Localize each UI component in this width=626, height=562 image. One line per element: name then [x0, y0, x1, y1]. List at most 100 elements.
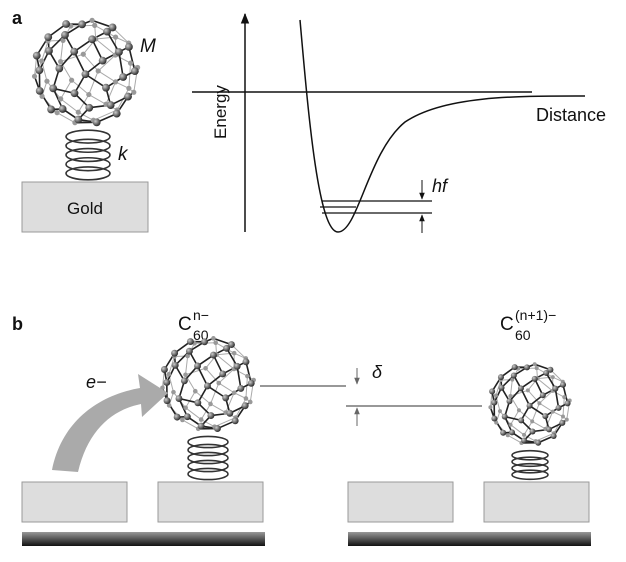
atom: [204, 383, 211, 390]
atom: [216, 381, 221, 386]
atom: [211, 336, 216, 341]
atom: [561, 415, 565, 419]
atom: [131, 67, 139, 75]
atom: [183, 372, 188, 377]
atom: [489, 388, 495, 394]
atom: [491, 416, 497, 422]
atom: [526, 388, 530, 392]
buckyball: [160, 336, 256, 432]
atom: [518, 385, 524, 391]
atom: [90, 18, 95, 23]
bond: [528, 390, 539, 403]
bond: [182, 420, 198, 429]
atom: [214, 425, 221, 432]
formula-superscript: (n+1)−: [515, 307, 556, 323]
bond: [186, 391, 196, 408]
atom: [248, 380, 255, 387]
electrode: [158, 482, 263, 522]
atom: [535, 440, 541, 446]
atom: [199, 417, 204, 422]
figure: a M k Gold Energy Distance hf b Cn−60 C(…: [0, 0, 626, 557]
electron-arrow: [52, 374, 168, 472]
atom: [92, 23, 97, 28]
atom: [222, 394, 229, 401]
bond: [83, 54, 98, 71]
substrate-bar: [348, 532, 591, 546]
atom: [506, 398, 512, 404]
electrode: [22, 482, 127, 522]
atom: [44, 79, 49, 84]
atom: [562, 395, 566, 399]
atom: [71, 89, 79, 97]
bond: [211, 404, 226, 413]
bond: [57, 113, 75, 123]
atom: [102, 84, 110, 92]
atom: [86, 92, 91, 97]
atom: [78, 20, 86, 28]
atom: [551, 410, 555, 414]
atom: [55, 65, 63, 73]
atom: [498, 409, 502, 413]
substrate-label: Gold: [67, 199, 103, 218]
atom: [243, 358, 250, 365]
bond: [563, 397, 564, 416]
atom: [187, 338, 194, 345]
atom: [509, 429, 515, 435]
atom: [502, 414, 508, 420]
coil: [66, 167, 110, 180]
atom: [556, 405, 562, 411]
atom: [125, 43, 133, 51]
bond: [129, 63, 131, 88]
atom: [107, 101, 115, 109]
bond: [510, 380, 512, 396]
bond: [186, 356, 188, 375]
atom: [47, 106, 55, 114]
atom: [131, 90, 136, 95]
atom: [181, 377, 188, 384]
atom: [226, 410, 233, 417]
atom: [198, 423, 205, 430]
atom: [62, 20, 70, 28]
bond: [539, 403, 552, 411]
buckyball: [488, 362, 571, 445]
atom: [537, 401, 541, 405]
molecule-formula: C(n+1)− 60: [500, 307, 556, 343]
atom: [540, 392, 546, 398]
atom: [232, 417, 239, 424]
atom: [33, 52, 41, 60]
atom: [219, 370, 226, 377]
atom: [171, 350, 178, 357]
atom: [124, 93, 132, 101]
atom: [533, 362, 537, 366]
atom: [113, 110, 121, 118]
atom: [242, 402, 249, 409]
atom: [45, 47, 53, 55]
formula-symbol: C: [500, 314, 514, 335]
atom: [565, 400, 571, 406]
substrate-bar: [22, 532, 265, 546]
atom: [113, 35, 118, 40]
bond: [89, 71, 98, 95]
spring: [512, 451, 548, 480]
atom: [488, 405, 492, 409]
atom: [32, 74, 37, 79]
atom: [499, 385, 505, 391]
atom: [184, 413, 191, 420]
atom: [521, 438, 527, 444]
atom: [44, 33, 52, 41]
atom: [506, 433, 510, 437]
atom: [551, 433, 557, 439]
atom: [522, 433, 526, 437]
atom: [103, 28, 111, 36]
atom: [560, 382, 566, 388]
atom: [524, 364, 530, 370]
atom: [163, 379, 170, 386]
atom: [49, 85, 57, 93]
bond: [61, 80, 72, 99]
buckyball: [32, 18, 140, 127]
atom: [237, 385, 244, 392]
x-axis-label: Distance: [536, 105, 606, 125]
formula-subscript: 60: [515, 327, 531, 343]
atom: [172, 362, 179, 369]
bond: [61, 40, 63, 61]
